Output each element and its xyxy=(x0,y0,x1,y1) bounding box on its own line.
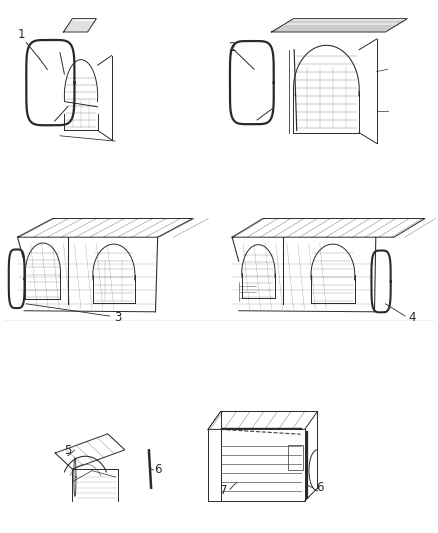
Text: 6: 6 xyxy=(154,463,162,475)
Text: 6: 6 xyxy=(316,481,324,494)
Text: 1: 1 xyxy=(17,28,25,41)
Bar xyxy=(288,445,303,470)
Text: 7: 7 xyxy=(219,484,227,497)
Text: 3: 3 xyxy=(115,311,122,324)
Text: 5: 5 xyxy=(64,444,71,457)
Text: 4: 4 xyxy=(408,311,416,324)
Text: 2: 2 xyxy=(228,42,236,54)
